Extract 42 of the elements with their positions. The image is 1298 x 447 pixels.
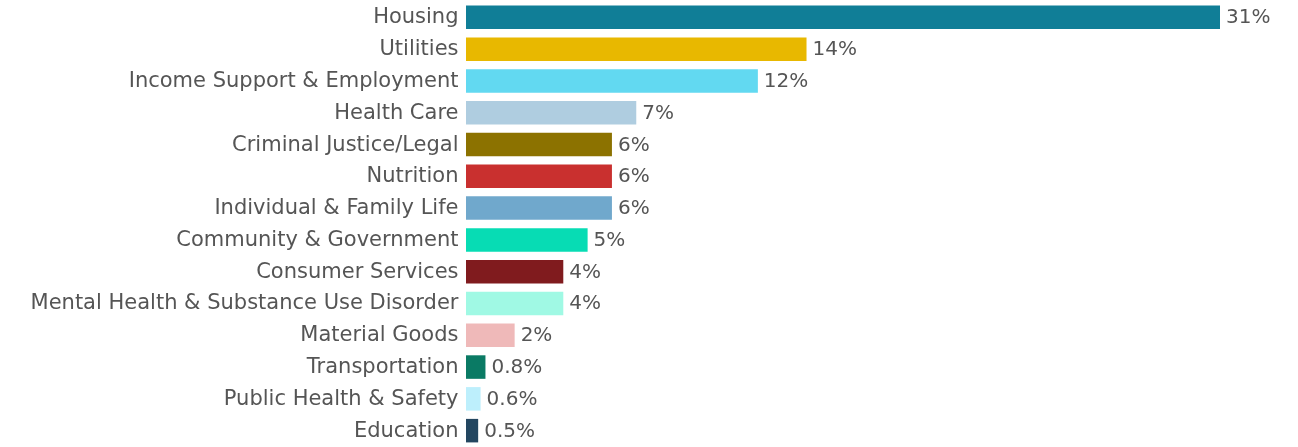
y-tick-label: Transportation [305, 354, 459, 379]
bar [466, 387, 481, 411]
data-label: 0.8% [491, 354, 543, 379]
y-tick-label: Community & Government [176, 226, 459, 251]
bar [466, 196, 612, 220]
bar [466, 5, 1220, 30]
data-label: 31% [1226, 4, 1271, 29]
bar [466, 291, 564, 316]
y-tick-label: Mental Health & Substance Use Disorder [30, 290, 459, 315]
y-tick-label: Individual & Family Life [214, 195, 459, 220]
data-label: 0.6% [486, 385, 538, 410]
y-tick-label: Consumer Services [256, 258, 459, 283]
bar [466, 37, 807, 61]
bar [466, 355, 486, 379]
y-tick-label: Utilities [379, 36, 459, 61]
y-tick-label: Public Health & Safety [223, 385, 459, 410]
y-tick-label: Health Care [334, 99, 459, 124]
data-label: 6% [617, 163, 650, 188]
data-label: 12% [763, 67, 809, 92]
data-label: 5% [593, 226, 626, 251]
data-label: 2% [520, 322, 553, 347]
bar [466, 132, 612, 157]
bar [466, 418, 479, 443]
data-label: 6% [617, 195, 650, 220]
bar [466, 259, 564, 284]
y-tick-label: Education [353, 417, 459, 442]
y-tick-label: Income Support & Employment [128, 67, 459, 92]
data-label: 6% [617, 131, 650, 156]
bar [466, 228, 588, 252]
y-tick-label: Criminal Justice/Legal [232, 131, 459, 156]
data-label: 0.5% [484, 417, 535, 442]
data-label: 4% [569, 258, 602, 283]
data-label: 7% [642, 99, 674, 124]
y-tick-label: Material Goods [300, 322, 459, 347]
bar [466, 164, 612, 189]
y-tick-label: Housing [373, 4, 459, 29]
bar [466, 323, 515, 348]
y-tick-label: Nutrition [366, 163, 459, 188]
data-label: 4% [569, 290, 602, 315]
bar [466, 100, 637, 125]
bar [466, 69, 758, 93]
data-label: 14% [812, 36, 857, 61]
